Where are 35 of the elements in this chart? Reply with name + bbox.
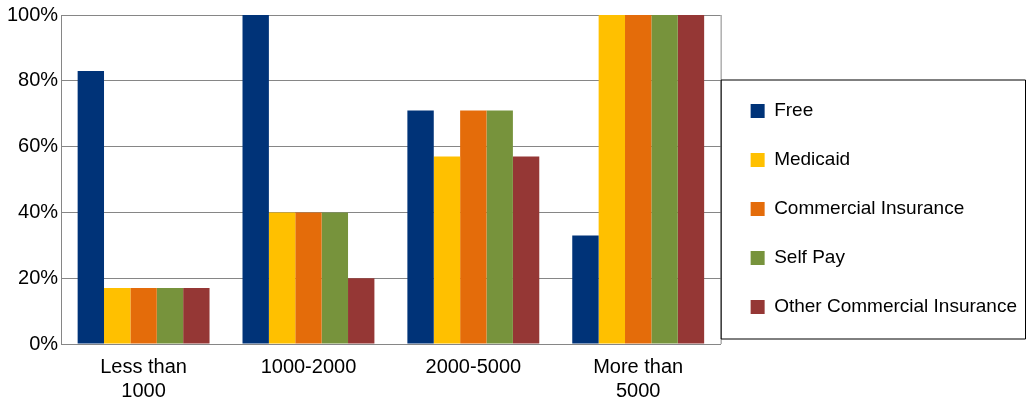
y-tick-label: 40% bbox=[18, 199, 59, 222]
y-tick-label: 100% bbox=[7, 2, 59, 25]
y-tick-label: 20% bbox=[18, 265, 59, 288]
y-tick-label: 80% bbox=[18, 68, 59, 91]
x-tick-label: 1000-2000 bbox=[260, 354, 357, 377]
bar bbox=[486, 110, 513, 344]
bar bbox=[321, 212, 349, 344]
legend-label: Commercial Insurance bbox=[774, 197, 965, 219]
bar bbox=[183, 288, 210, 344]
y-tick-label: 0% bbox=[29, 331, 59, 354]
bar bbox=[268, 212, 296, 344]
bar bbox=[651, 15, 678, 344]
bar bbox=[598, 15, 626, 344]
legend-label: Medicaid bbox=[774, 148, 851, 170]
legend-label: Self Pay bbox=[774, 246, 846, 268]
bar bbox=[625, 15, 652, 344]
x-tick-label: More than 5000 bbox=[593, 354, 684, 401]
x-tick-label: 2000-5000 bbox=[425, 354, 522, 377]
x-tick-label: Less than 1000 bbox=[100, 354, 187, 401]
bar bbox=[572, 235, 599, 344]
legend-label: Other Commercial Insurance bbox=[774, 295, 1018, 317]
bar bbox=[407, 110, 434, 344]
bar bbox=[295, 212, 322, 344]
bar bbox=[677, 15, 705, 344]
bar bbox=[130, 288, 157, 344]
bar bbox=[104, 288, 131, 344]
bar bbox=[460, 110, 487, 344]
bar bbox=[433, 156, 461, 344]
bar bbox=[156, 288, 184, 344]
bar bbox=[348, 278, 375, 344]
bar bbox=[242, 15, 269, 344]
y-tick-label: 60% bbox=[18, 134, 59, 157]
legend-label: Free bbox=[774, 99, 814, 121]
bar bbox=[77, 70, 105, 344]
bar bbox=[512, 156, 540, 344]
